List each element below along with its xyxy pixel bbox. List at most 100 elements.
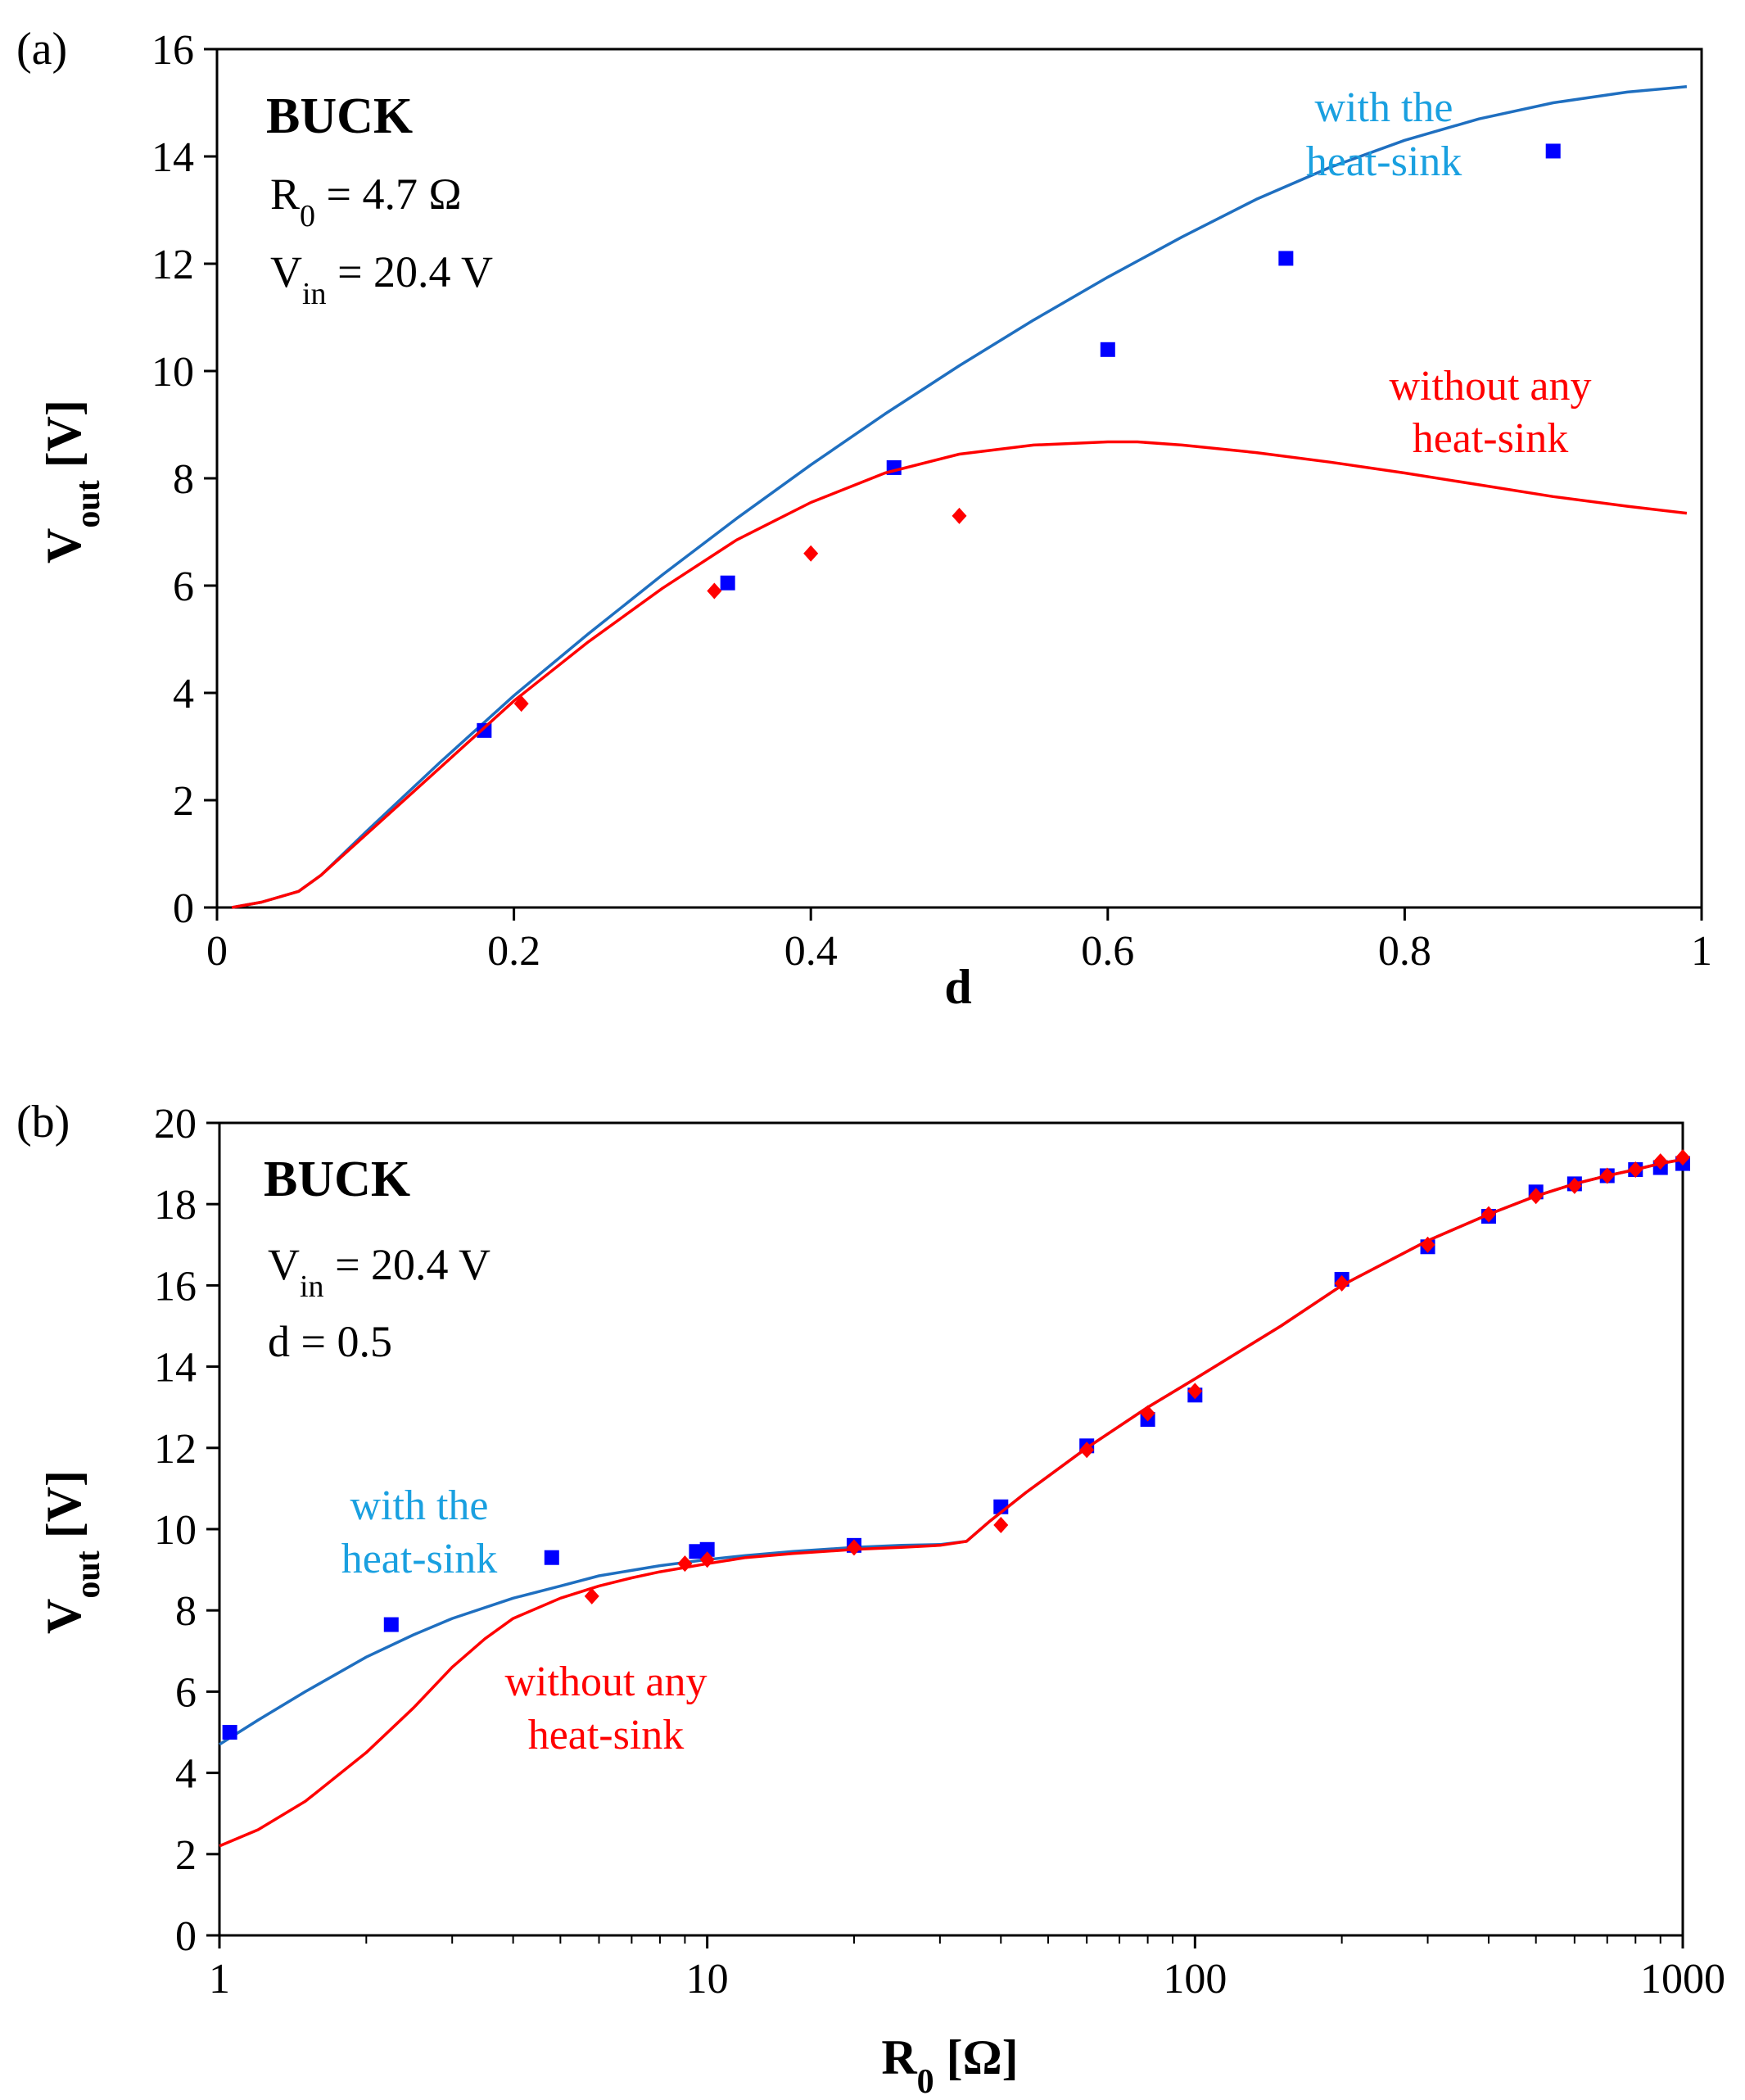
panel-b-point-noheatsink <box>1334 1274 1349 1292</box>
panel-b-y-tick-label: 2 <box>175 1832 197 1879</box>
panel-a-title: BUCK <box>266 88 413 144</box>
panel-a-y-tick-label: 12 <box>151 242 194 288</box>
panel-b-point-heatsink <box>222 1725 237 1740</box>
panel-a-x-tick-label: 0 <box>206 928 228 975</box>
panel-b-point-noheatsink <box>1079 1441 1095 1459</box>
panel-a-y-tick-label: 16 <box>151 27 194 74</box>
panel-b-y-tick-label: 20 <box>154 1101 197 1147</box>
panel-b-series-label-heatsink-line2: heat-sink <box>341 1536 498 1582</box>
panel-b-series-label-noheatsink-line1: without any <box>505 1659 707 1705</box>
panel-b-point-noheatsink <box>1566 1177 1582 1194</box>
panel-b-y-axis-label-rest: [V] <box>37 1470 91 1550</box>
panel-a-x-axis-label: d <box>944 960 971 1014</box>
panel-a-series-label-heatsink-line2: heat-sink <box>1306 138 1462 185</box>
panel-b-x-tick-label: 1000 <box>1640 1956 1725 2003</box>
panel-a-annotation-r0-rest: = 4.7 Ω <box>315 170 462 219</box>
panel-b-y-axis-label-main: V <box>37 1599 91 1634</box>
panel-b-point-heatsink <box>383 1617 399 1632</box>
panel-a-point-heatsink <box>1545 143 1561 159</box>
panel-a-y-tick-label: 8 <box>173 456 194 503</box>
panel-b-label: (b) <box>16 1097 70 1147</box>
panel-b-point-noheatsink <box>1599 1167 1615 1184</box>
panel-b-annotation-vin-main: V <box>268 1240 300 1289</box>
panel-b-y-tick-label: 12 <box>154 1426 197 1473</box>
panel-a-annotation-vin-rest: = 20.4 V <box>327 247 493 296</box>
panel-b-x-axis-label-main: R <box>881 2030 917 2084</box>
panel-b-y-tick-label: 8 <box>175 1588 197 1635</box>
panel-a-y-tick-label: 2 <box>173 778 194 825</box>
panel-a-point-heatsink <box>477 722 492 738</box>
panel-a-x-tick-label: 0.6 <box>1081 928 1134 975</box>
panel-b-point-noheatsink <box>699 1551 715 1568</box>
panel-b-point-noheatsink <box>1675 1149 1690 1166</box>
panel-b-point-noheatsink <box>1187 1383 1203 1400</box>
panel-b-y-tick-label: 14 <box>154 1345 197 1392</box>
panel-b-point-noheatsink <box>993 1517 1009 1534</box>
panel-a-y-tick-label: 0 <box>173 885 194 932</box>
panel-a-point-noheatsink <box>952 507 967 524</box>
panel-a: (a) 0 2 4 6 8 10 12 14 16 0 0.2 0.4 0.6 0.8 1 BUCK R0 … <box>16 24 1712 1014</box>
panel-a-point-noheatsink <box>513 695 529 713</box>
panel-b-point-noheatsink <box>846 1539 861 1556</box>
panel-b-x-axis-label-sub: 0 <box>917 2063 934 2100</box>
panel-a-y-axis-label-main: V <box>37 528 91 563</box>
panel-a-x-tick-label: 0.4 <box>784 928 838 975</box>
panel-b-point-noheatsink <box>1652 1153 1668 1170</box>
panel-b-annotation-vin: Vin = 20.4 V <box>268 1240 490 1304</box>
panel-b-x-axis-label-rest: [Ω] <box>934 2030 1019 2084</box>
panel-b-annotation-d: d = 0.5 <box>268 1317 392 1366</box>
panel-b-point-noheatsink <box>584 1587 599 1604</box>
panel-b-point-noheatsink <box>1481 1206 1496 1223</box>
panel-b-point-noheatsink <box>1528 1188 1544 1205</box>
panel-a-annotation-vin: Vin = 20.4 V <box>270 247 493 311</box>
panel-a-annotation-r0: R0 = 4.7 Ω <box>270 170 462 233</box>
panel-a-label: (a) <box>16 24 67 75</box>
panel-a-point-noheatsink <box>803 545 819 562</box>
panel-a-y-tick-label: 10 <box>151 349 194 396</box>
panel-b-point-noheatsink <box>1140 1405 1155 1422</box>
panel-a-y-axis-label-sub: out <box>70 480 107 527</box>
panel-a-y-tick-label: 14 <box>151 134 194 181</box>
panel-b-y-tick-label: 18 <box>154 1182 197 1229</box>
panel-a-point-heatsink <box>720 575 735 591</box>
panel-a-annotation-r0-sub: 0 <box>300 199 315 233</box>
panel-b-point-noheatsink <box>1628 1161 1643 1179</box>
panel-b-x-tick-label: 100 <box>1163 1956 1227 2003</box>
panel-a-annotation-vin-sub: in <box>302 277 327 311</box>
panel-b-point-noheatsink <box>677 1555 693 1573</box>
panel-a-x-tick-label: 0.2 <box>487 928 540 975</box>
panel-a-annotation-r0-main: R <box>270 170 300 219</box>
panel-a-curve-noheatsink <box>231 440 1688 909</box>
panel-b-y-tick-label: 4 <box>175 1751 197 1798</box>
panel-a-y-axis-label-rest: [V] <box>37 400 91 480</box>
panel-b-curve-noheatsink <box>219 1157 1684 1848</box>
panel-b-series-label-heatsink-line1: with the <box>350 1482 489 1529</box>
panel-b-y-tick-label: 10 <box>154 1507 197 1554</box>
panel-a-y-tick-label: 4 <box>173 671 194 717</box>
panel-b-point-heatsink <box>544 1550 559 1565</box>
panel-b-x-axis-label: R0 [Ω] <box>881 2030 1018 2100</box>
panel-b-title: BUCK <box>264 1152 410 1207</box>
panel-b-x-tick-label: 10 <box>686 1956 729 2003</box>
panel-a-plot: 0 2 4 6 8 10 12 14 16 0 0.2 0.4 0.6 0.8 1 <box>151 27 1712 975</box>
panel-b-plot: 0 2 4 6 8 10 12 14 16 18 20 1 10 100 1000 <box>154 1101 1725 2003</box>
panel-b-y-tick-label: 16 <box>154 1263 197 1310</box>
panel-a-y-axis-label: Vout [V] <box>37 400 107 563</box>
panel-b-y-axis-label-sub: out <box>70 1550 107 1598</box>
panel-a-annotation-vin-main: V <box>270 247 302 296</box>
panel-a-series-label-noheatsink-line2: heat-sink <box>1413 415 1569 462</box>
panel-b-y-tick-label: 0 <box>175 1913 197 1960</box>
panel-b-x-tick-label: 1 <box>209 1956 230 2003</box>
panel-a-series-label-noheatsink-line1: without any <box>1390 363 1592 410</box>
panel-b: (b) 0 2 4 6 8 10 12 14 16 18 20 1 10 100 1000 BUCK Vin… <box>16 1097 1725 2100</box>
panel-a-x-tick-label: 1 <box>1691 928 1712 975</box>
panel-b-y-axis-label: Vout [V] <box>37 1470 107 1634</box>
panel-a-x-tick-label: 0.8 <box>1378 928 1431 975</box>
panel-b-annotation-vin-sub: in <box>300 1270 324 1304</box>
panel-b-point-noheatsink <box>1420 1236 1435 1253</box>
panel-b-annotation-vin-rest: = 20.4 V <box>324 1240 490 1289</box>
panel-a-series-label-heatsink-line1: with the <box>1315 84 1453 131</box>
panel-b-series-label-noheatsink-line2: heat-sink <box>528 1712 685 1758</box>
